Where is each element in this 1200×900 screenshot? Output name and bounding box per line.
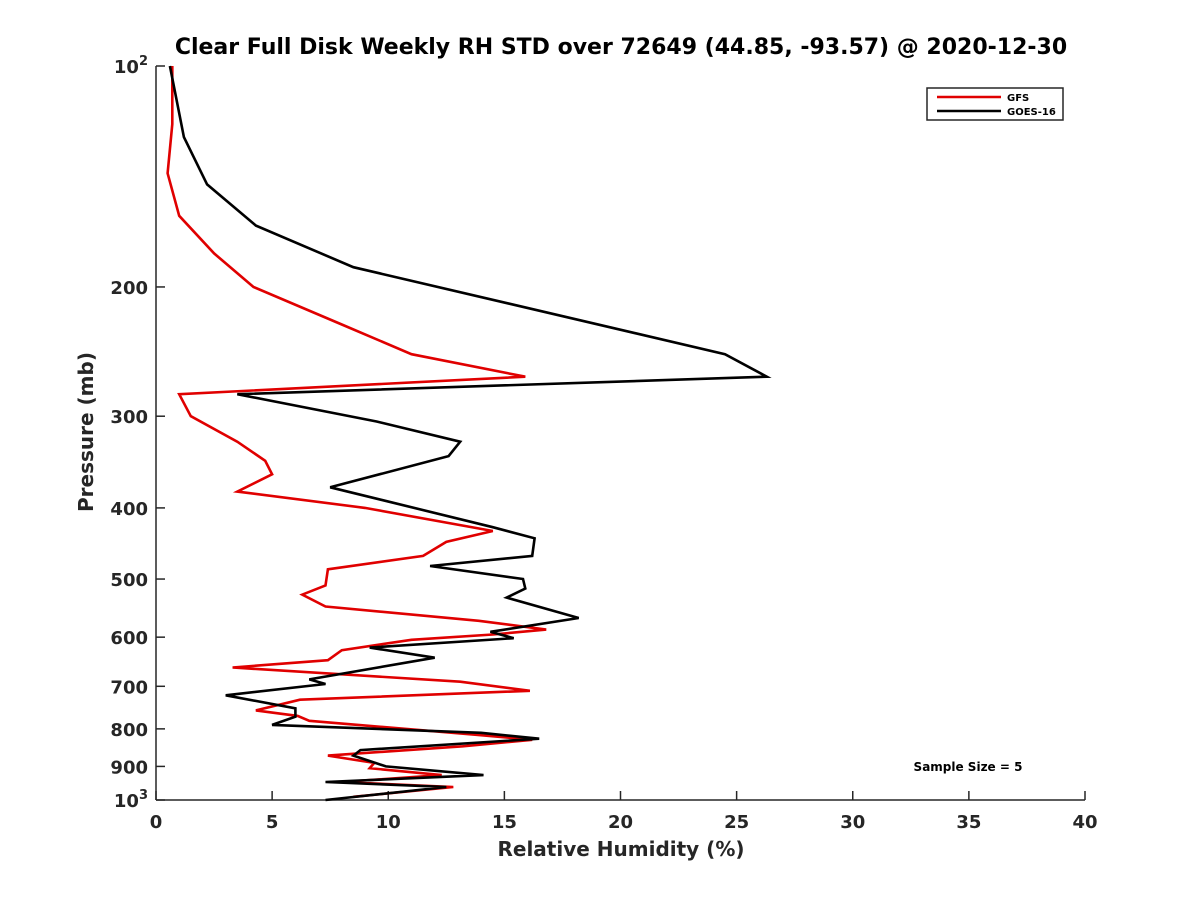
y-axis-label: Pressure (mb) xyxy=(74,352,98,512)
axes: 0 5 10 15 20 25 30 35 40 102 200 300 400 500 600 700 800… xyxy=(110,54,1097,833)
series-layer xyxy=(166,65,772,802)
x-tick-label: 20 xyxy=(608,812,633,833)
x-axis-label: Relative Humidity (%) xyxy=(497,837,744,861)
y-tick-label: 500 xyxy=(110,570,148,591)
series-line-gfs xyxy=(166,66,547,799)
y-tick-label: 700 xyxy=(110,677,148,698)
legend-label: GFS xyxy=(1007,93,1029,104)
x-tick-label: 35 xyxy=(956,812,981,833)
x-tick-label: 40 xyxy=(1072,812,1097,833)
y-tick-label: 900 xyxy=(110,757,148,778)
x-tick-label: 5 xyxy=(266,812,279,833)
legend: GFS GOES-16 xyxy=(926,87,1064,121)
y-tick-label: 103 xyxy=(114,788,148,812)
y-tick-label: 600 xyxy=(110,628,148,649)
chart-title: Clear Full Disk Weekly RH STD over 72649… xyxy=(175,35,1067,60)
y-tick-label: 400 xyxy=(110,499,148,520)
x-tick-label: 10 xyxy=(376,812,401,833)
x-tick-label: 15 xyxy=(492,812,517,833)
y-tick-label: 800 xyxy=(110,720,148,741)
x-tick-label: 0 xyxy=(150,812,163,833)
legend-label: GOES-16 xyxy=(1007,107,1056,118)
y-tick-label: 102 xyxy=(114,54,148,78)
series-line-goes-16 xyxy=(168,65,772,802)
plot-area: 0 5 10 15 20 25 30 35 40 102 200 300 400 500 600 700 800… xyxy=(110,54,1097,833)
x-tick-label: 30 xyxy=(840,812,865,833)
y-tick-label: 300 xyxy=(110,407,148,428)
y-tick-label: 200 xyxy=(110,278,148,299)
legend-box xyxy=(926,87,1064,121)
x-tick-label: 25 xyxy=(724,812,749,833)
sample-size-annotation: Sample Size = 5 xyxy=(914,760,1023,774)
